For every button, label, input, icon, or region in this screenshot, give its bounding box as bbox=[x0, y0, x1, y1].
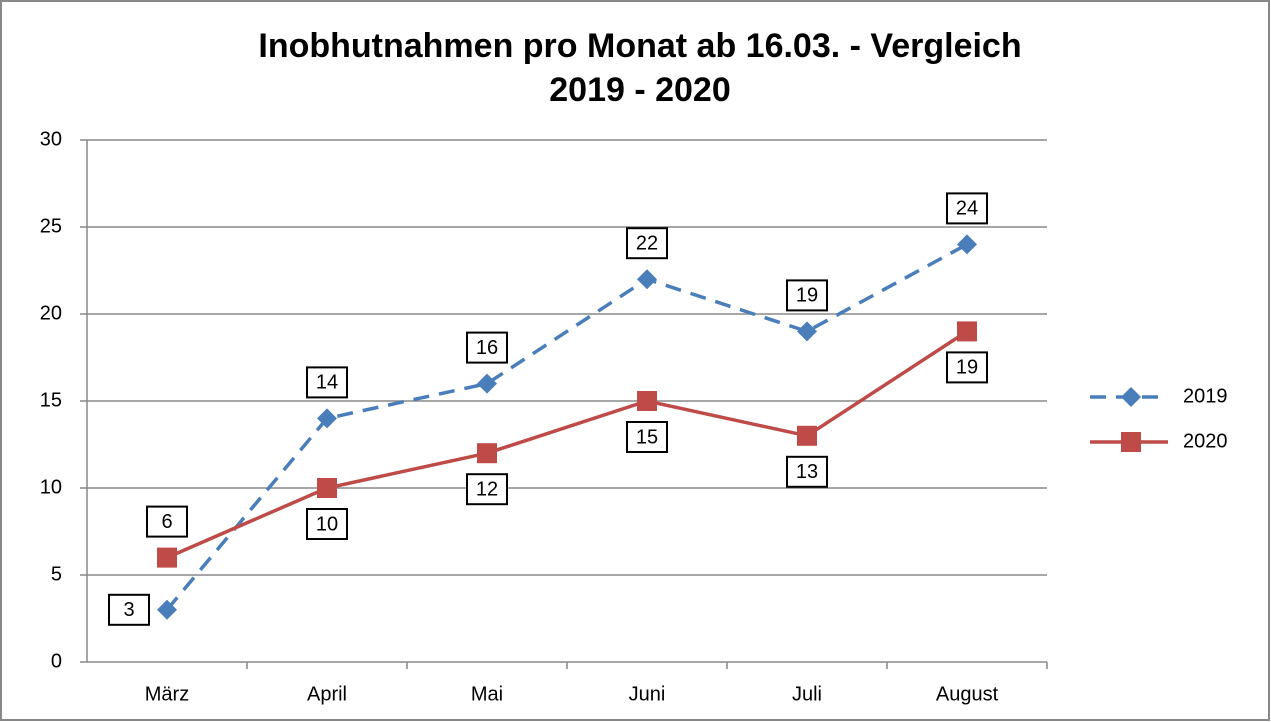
data-label: 13 bbox=[796, 461, 818, 483]
data-label-box bbox=[146, 505, 188, 538]
chart-title: 2019 - 2020 bbox=[549, 71, 731, 109]
marker bbox=[957, 234, 977, 255]
data-label: 3 bbox=[123, 599, 134, 621]
data-label: 12 bbox=[476, 478, 498, 500]
x-tick-label: Juni bbox=[629, 683, 666, 705]
marker bbox=[797, 425, 817, 446]
data-label: 16 bbox=[476, 337, 498, 359]
data-label-box bbox=[626, 227, 668, 260]
x-tick-label: August bbox=[936, 683, 999, 705]
data-label: 6 bbox=[161, 511, 172, 533]
data-label-box bbox=[946, 351, 988, 384]
data-label-box bbox=[786, 279, 828, 312]
y-tick-label: 10 bbox=[40, 476, 62, 498]
data-label-box bbox=[306, 508, 348, 540]
x-tick-label: Juli bbox=[792, 683, 822, 705]
chart-title: Inobhutnahmen pro Monat ab 16.03. - Verg… bbox=[258, 27, 1021, 65]
marker bbox=[477, 373, 497, 394]
data-label-box bbox=[466, 473, 508, 506]
y-tick-label: 5 bbox=[51, 563, 62, 585]
data-label: 22 bbox=[636, 232, 658, 254]
y-tick-label: 15 bbox=[40, 389, 62, 411]
x-tick-label: März bbox=[145, 683, 189, 705]
marker bbox=[637, 269, 657, 290]
legend-label: 2019 bbox=[1183, 385, 1228, 407]
x-tick-label: Mai bbox=[471, 683, 503, 705]
legend-label: 2020 bbox=[1183, 430, 1228, 452]
series-line bbox=[166, 329, 968, 560]
series-line bbox=[165, 242, 968, 611]
marker bbox=[317, 478, 337, 498]
data-label: 15 bbox=[636, 426, 658, 448]
data-label: 19 bbox=[796, 285, 818, 307]
data-label: 19 bbox=[956, 357, 978, 379]
data-label-box bbox=[946, 192, 988, 225]
marker bbox=[157, 599, 177, 620]
data-label-box bbox=[786, 455, 828, 488]
y-tick-label: 20 bbox=[40, 302, 62, 324]
x-tick-label: April bbox=[307, 683, 347, 705]
marker bbox=[1121, 387, 1141, 407]
data-label: 10 bbox=[316, 513, 338, 535]
marker bbox=[797, 321, 817, 342]
data-label-box bbox=[108, 593, 150, 626]
marker bbox=[637, 391, 657, 411]
marker bbox=[317, 408, 337, 429]
data-label-box bbox=[626, 421, 668, 453]
data-label: 14 bbox=[316, 372, 338, 394]
marker bbox=[1121, 432, 1141, 452]
y-tick-label: 0 bbox=[51, 650, 62, 672]
marker bbox=[957, 321, 977, 342]
y-tick-label: 25 bbox=[40, 215, 62, 237]
marker bbox=[157, 547, 177, 568]
data-label-box bbox=[306, 366, 348, 399]
data-label: 24 bbox=[956, 198, 978, 220]
data-label-box bbox=[466, 331, 508, 364]
marker bbox=[477, 443, 497, 464]
y-tick-label: 30 bbox=[40, 128, 62, 150]
